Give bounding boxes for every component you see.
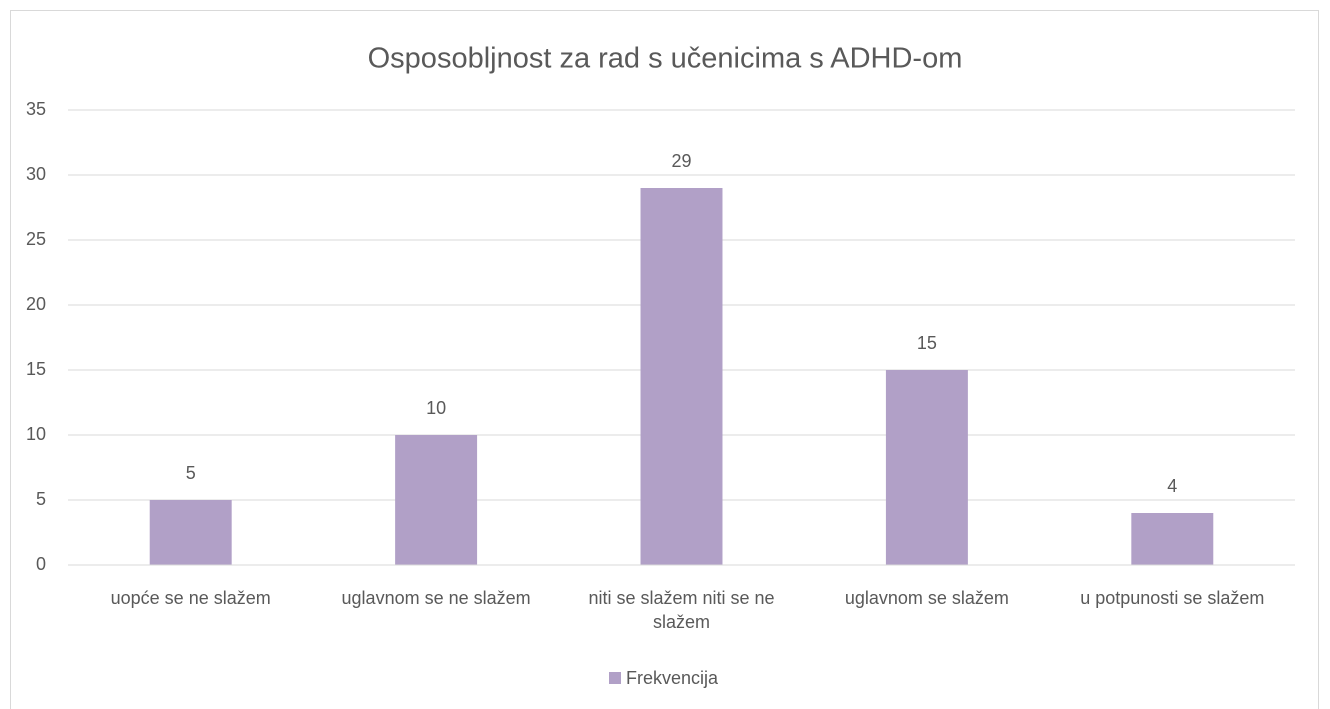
y-tick-label: 10 — [26, 424, 46, 444]
bar — [885, 370, 968, 565]
x-tick-label: u potpunosti se slažem — [1080, 588, 1265, 608]
y-tick-label: 35 — [26, 99, 46, 119]
bar — [149, 500, 232, 565]
legend-swatch — [609, 672, 621, 684]
bar — [1131, 513, 1214, 565]
x-tick-label: uglavnom se slažem — [844, 588, 1009, 608]
x-tick-label: uglavnom se ne slažem — [341, 588, 531, 608]
y-tick-label: 0 — [36, 554, 46, 574]
y-tick-label: 15 — [26, 359, 46, 379]
data-label: 10 — [426, 398, 446, 418]
chart-title: Osposobljnost za rad s učenicima s ADHD-… — [368, 43, 963, 75]
data-label: 29 — [671, 151, 691, 171]
bar — [640, 188, 723, 565]
data-label: 5 — [186, 463, 196, 483]
y-tick-label: 30 — [26, 164, 46, 184]
y-tick-label: 20 — [26, 294, 46, 314]
legend-label: Frekvencija — [626, 668, 719, 688]
data-label: 15 — [917, 333, 937, 353]
bar — [395, 435, 478, 565]
y-tick-label: 25 — [26, 229, 46, 249]
x-tick-label: uopće se ne slažem — [110, 588, 271, 608]
data-label: 4 — [1167, 476, 1177, 496]
x-tick-label: niti se slažem niti se ne slažem — [588, 588, 775, 632]
y-tick-label: 5 — [36, 489, 46, 509]
